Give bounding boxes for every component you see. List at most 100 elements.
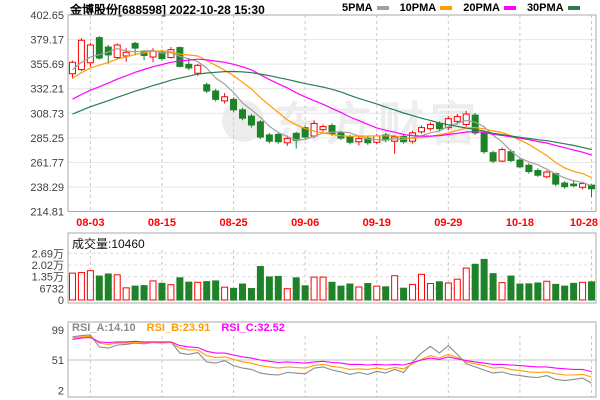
candle-body xyxy=(328,125,336,135)
volume-bar xyxy=(435,281,443,301)
ma-line-20 xyxy=(72,58,592,156)
candle-body xyxy=(77,39,85,71)
volume-bar xyxy=(355,286,363,301)
candle-body xyxy=(221,96,229,102)
volume-bar xyxy=(113,274,121,301)
volume-bar xyxy=(104,273,112,301)
candle-body xyxy=(453,116,461,122)
rsi-labels: RSI_A:14.10 RSI_B:23.91 RSI_C:32.52 xyxy=(72,322,293,334)
volume-bar xyxy=(230,287,238,301)
candle-body xyxy=(417,127,425,133)
candle-body xyxy=(355,138,363,143)
volume-bar xyxy=(212,280,220,301)
candle-body xyxy=(525,164,533,173)
volume-bar xyxy=(480,258,488,301)
volume-bar xyxy=(310,276,318,301)
volume-bar xyxy=(498,282,506,301)
volume-bar xyxy=(292,277,300,301)
volume-bar xyxy=(274,275,282,301)
volume-bar xyxy=(507,275,515,301)
volume-bar xyxy=(185,281,193,301)
ma-line-10 xyxy=(72,50,592,179)
rsi-tick-label: 99 xyxy=(52,325,64,337)
volume-bar xyxy=(391,275,399,301)
legend-label-30pma: 30PMA xyxy=(526,2,564,14)
date-tick-label: 10-28 xyxy=(570,217,598,229)
volume-bar xyxy=(77,272,85,301)
volume-bar xyxy=(489,273,497,301)
candle-body xyxy=(301,127,309,138)
volume-bar xyxy=(534,282,542,301)
candle-body xyxy=(319,126,327,131)
date-tick-label: 08-25 xyxy=(219,217,247,229)
volume-bar xyxy=(256,266,264,301)
candle-body xyxy=(516,159,524,168)
volume-bar xyxy=(364,283,372,301)
volume-bar xyxy=(283,288,291,301)
legend-label-10pma: 10PMA xyxy=(399,2,437,14)
legend-swatch-5pma xyxy=(376,6,389,10)
volume-bar xyxy=(453,278,461,301)
candle-body xyxy=(86,44,94,64)
candle-body xyxy=(480,132,488,153)
volume-bar xyxy=(131,285,139,301)
volume-bar xyxy=(176,277,184,301)
price-tick-label: 285.25 xyxy=(30,133,64,145)
date-tick-label: 09-06 xyxy=(291,217,319,229)
volume-bar xyxy=(570,282,578,301)
volume-label: 成交量:10460 xyxy=(72,237,145,251)
price-panel-border xyxy=(67,14,597,212)
candle-body xyxy=(95,37,103,59)
legend-item-5pma: 5PMA xyxy=(342,2,389,14)
volume-bar xyxy=(221,286,229,301)
candle-body xyxy=(561,182,569,188)
candle-body xyxy=(230,98,238,111)
legend-label-5pma: 5PMA xyxy=(342,2,373,14)
candle-body xyxy=(579,183,587,188)
candle-body xyxy=(283,138,291,144)
candle-body xyxy=(588,184,596,190)
candle-body xyxy=(158,51,166,60)
candle-body xyxy=(265,134,273,142)
rsi-c-value: RSI_C:32.52 xyxy=(221,322,285,334)
volume-bar xyxy=(68,272,76,301)
candle-body xyxy=(462,113,470,125)
volume-bar xyxy=(149,280,157,301)
volume-tick-label: 0 xyxy=(58,295,64,307)
rsi-b-value: RSI_B:23.91 xyxy=(146,322,211,334)
volume-bar xyxy=(444,282,452,301)
volume-bar xyxy=(301,285,309,301)
volume-bar xyxy=(328,281,336,301)
legend-swatch-10pma xyxy=(440,6,453,10)
candle-body xyxy=(489,152,497,162)
rsi-a-value: RSI_A:14.10 xyxy=(72,322,136,334)
volume-bar xyxy=(588,281,596,301)
date-tick-label: 08-15 xyxy=(148,217,176,229)
volume-bar xyxy=(426,283,434,301)
volume-bar xyxy=(382,286,390,301)
volume-bar xyxy=(122,287,130,301)
candle-body xyxy=(570,183,578,187)
candle-body xyxy=(194,64,202,74)
volume-bar xyxy=(158,282,166,301)
volume-bar xyxy=(409,283,417,301)
volume-bar xyxy=(337,285,345,301)
legend-item-20pma: 20PMA xyxy=(463,2,516,14)
candle-body xyxy=(274,133,282,143)
volume-bar xyxy=(525,283,533,301)
candle-body xyxy=(444,118,452,129)
volume-tick-label: 2.69万 xyxy=(32,248,64,260)
legend-item-10pma: 10PMA xyxy=(400,2,453,14)
ma-legend: 5PMA 10PMA 20PMA 30PMA xyxy=(342,2,580,14)
volume-tick-label: 2.02万 xyxy=(32,260,64,272)
candle-body xyxy=(131,42,139,49)
volume-bar xyxy=(516,283,524,301)
price-tick-label: 402.65 xyxy=(30,10,64,22)
volume-bar xyxy=(579,281,587,301)
rsi-line-c xyxy=(72,336,592,373)
volume-bar xyxy=(373,285,381,301)
volume-bar xyxy=(194,281,202,301)
volume-bar xyxy=(471,263,479,301)
rsi-line-b xyxy=(72,335,592,378)
